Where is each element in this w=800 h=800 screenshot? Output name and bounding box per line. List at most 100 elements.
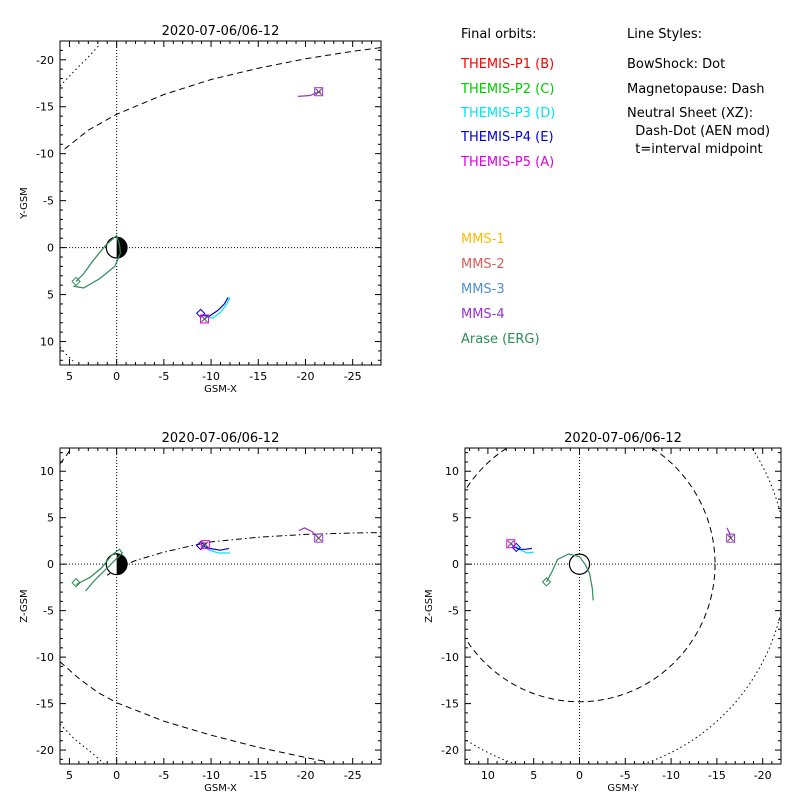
x-tick-label: -5 [158,370,169,383]
x-tick-label: -20 [296,370,314,383]
magnetopause-line [60,661,325,762]
x-axis-label: GSM-Y [607,783,639,794]
legend-entry-mms-1: MMS-1 [461,232,505,247]
x-tick-label: 10 [481,769,495,782]
y-tick-label: -20 [36,54,54,67]
plot-panel-xy: 5 0 -5 -10 -15 -20 -25 10 5 0 -5 -10 -15 -20 2020-07-0… [19,24,382,395]
earth-night-side [116,553,128,575]
legend-entry-mms-2: MMS-2 [461,257,505,272]
x-axis-label: GSM-X [204,384,237,395]
legend-entry-arase: Arase (ERG) [461,332,540,347]
orbit-mms-4 [297,91,319,97]
orbit-marker-diamond [71,276,81,287]
y-tick-label: 0 [452,558,459,571]
y-tick-label: 5 [47,512,54,525]
plot-title: 2020-07-06/06-12 [162,431,280,446]
x-tick-label: 0 [113,769,120,782]
x-tick-label: -15 [249,370,267,383]
orbit-marker-square [314,533,324,543]
x-tick-label: -10 [662,769,680,782]
plot-content [60,45,381,362]
x-axis-label: GSM-X [204,783,237,794]
orbit-arase-erg [75,548,124,592]
orbit-marker-cross [201,315,208,323]
y-axis-label: Z-GSM [424,589,435,622]
y-tick-label: -20 [441,744,459,757]
plot-title: 2020-07-06/06-12 [564,431,682,446]
plot-frame [464,447,782,765]
x-tick-label: -5 [158,769,169,782]
legend-style-neutral-sheet-model: Dash-Dot (AEN mod) [627,124,771,139]
y-tick-label: 0 [47,242,54,255]
magnetopause-line [60,448,72,465]
orbit-themis-p4-e [200,297,229,317]
legend-orbits-title: Final orbits: [461,27,537,42]
x-tick-label: 0 [576,769,583,782]
orbit-marker-cross [727,534,734,542]
x-tick-label: 0 [113,370,120,383]
y-tick-label: 5 [452,512,459,525]
bowshock-line [60,346,74,362]
y-tick-label: 10 [445,465,459,478]
legend-entry-mms-3: MMS-3 [461,282,505,297]
legend-style-time-note: t=interval midpoint [627,142,763,157]
orbit-marker-cross [202,541,209,549]
x-tick-label: -25 [344,769,362,782]
y-tick-label: 10 [40,336,54,349]
orbit-marker-square [726,533,736,543]
orbit-themis-p3-d [515,546,534,554]
legend-style-magnetopause: Magnetopause: Dash [627,82,765,97]
x-tick-label: 5 [66,370,73,383]
x-tick-label: -25 [344,370,362,383]
x-tick-label: -20 [296,769,314,782]
y-tick-label: 0 [47,558,54,571]
y-axis-label: Y-GSM [19,187,30,220]
bowshock-line [60,723,105,764]
legend-entry-mms-4: MMS-4 [461,307,505,322]
x-tick-label: -10 [202,370,220,383]
orbit-arase-erg [73,234,122,289]
plot-frame [59,40,382,366]
x-tick-label: 5 [530,769,537,782]
y-tick-label: -10 [441,651,459,664]
legend-styles-title: Line Styles: [627,27,703,42]
orbit-themis-p4-e [201,545,230,551]
plot-content [60,448,381,764]
y-tick-label: -10 [36,651,54,664]
x-tick-label: -10 [202,769,220,782]
orbit-marker-cross [315,88,323,96]
x-tick-label: -5 [620,769,631,782]
orbit-marker-cross [507,540,515,548]
x-tick-label: 5 [66,769,73,782]
plot-panel-yz: 10 5 0 -5 -10 -15 -20 10 5 0 -5 -10 -15 -20 2020-07-06… [424,431,782,794]
x-tick-label: -15 [249,769,267,782]
y-tick-label: -10 [36,148,54,161]
y-tick-label: -5 [448,605,459,618]
legend-entry-themis-p3: THEMIS-P3 (D) [461,106,556,121]
plot-frame [59,447,382,765]
y-tick-label: -15 [441,698,459,711]
orbit-mms-4 [298,527,320,539]
magnetopause-line [64,47,381,150]
y-tick-label: -5 [43,605,54,618]
neutral-sheet-line [106,532,381,576]
orbit-marker-square [200,540,210,550]
orbit-marker-square [506,539,516,549]
orbit-mms-4 [726,527,732,539]
orbit-themis-p4-e [513,545,532,550]
orbit-marker-square [199,314,209,324]
orbit-arase-erg [545,553,594,601]
legend-style-bowshock: BowShock: Dot [627,57,726,72]
plot-panel-xz: 5 0 -5 -10 -15 -20 -25 10 5 0 -5 -10 -15 -20 2020-07-0… [19,431,382,794]
orbit-marker-diamond [541,577,552,587]
magnetopause-circle [465,448,716,703]
plot-content [465,448,781,764]
legend-entry-themis-p4: THEMIS-P4 (E) [461,130,554,145]
orbit-themis-p3-d [205,297,231,319]
y-axis-label: Z-GSM [19,589,30,622]
legend-entry-themis-p2: THEMIS-P2 (C) [461,82,555,97]
orbit-marker-diamond [71,578,81,588]
y-tick-label: -20 [36,744,54,757]
